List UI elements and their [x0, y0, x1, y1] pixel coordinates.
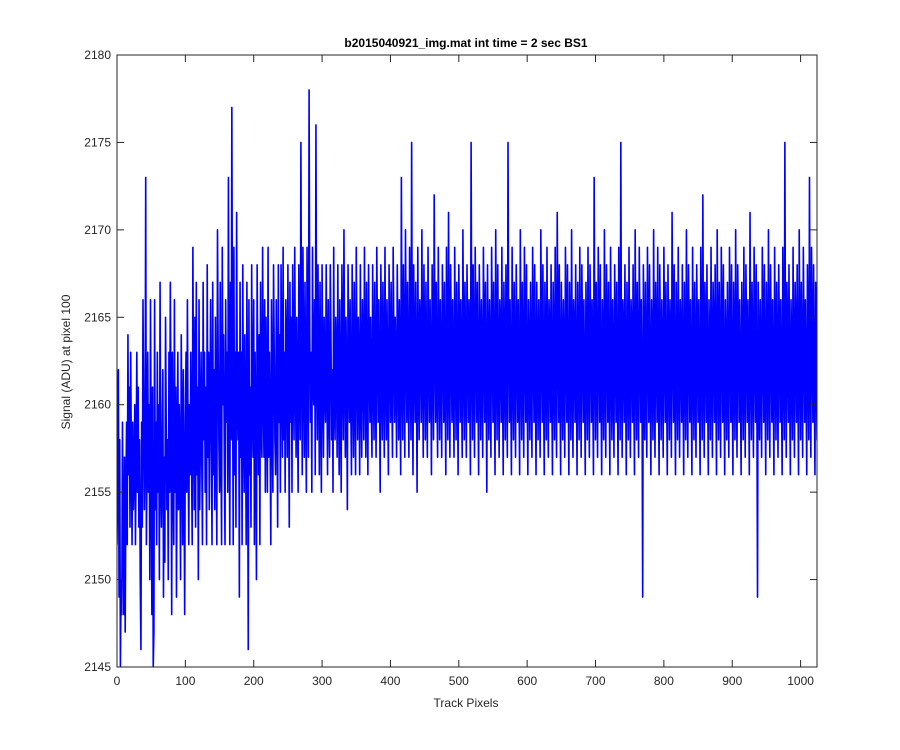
y-tick-label: 2180: [84, 48, 111, 62]
x-tick-label: 100: [175, 674, 195, 688]
x-tick-label: 200: [244, 674, 264, 688]
axes-box: [116, 54, 818, 668]
y-tick-label: 2160: [84, 398, 111, 412]
y-tick-label: 2165: [84, 310, 111, 324]
y-tick-label: 2155: [84, 485, 111, 499]
x-tick-label: 500: [449, 674, 469, 688]
x-axis-ticks: 0 100 200 300 400 500 600 700 800 900 1000: [114, 55, 814, 688]
x-tick-label: 300: [312, 674, 332, 688]
y-tick-label: 2150: [84, 573, 111, 587]
x-tick-label: 900: [722, 674, 742, 688]
y-tick-label: 2145: [84, 660, 111, 674]
x-tick-label: 400: [380, 674, 400, 688]
y-tick-label: 2170: [84, 223, 111, 237]
y-axis-ticks: 2145 2150 2155 2160 2165 2170 2175 2180: [84, 48, 817, 674]
series-layer: [117, 89, 817, 667]
y-axis-label: Signal (ADU) at pixel 100: [59, 294, 73, 429]
series-line-0: [117, 89, 817, 667]
chart-title: b2015040921_img.mat int time = 2 sec BS1: [344, 36, 587, 50]
x-tick-label: 0: [114, 674, 121, 688]
x-axis-label: Track Pixels: [434, 696, 499, 710]
x-tick-label: 800: [654, 674, 674, 688]
y-tick-label: 2175: [84, 135, 111, 149]
x-tick-label: 700: [586, 674, 606, 688]
x-tick-label: 1000: [787, 674, 814, 688]
x-tick-label: 600: [517, 674, 537, 688]
